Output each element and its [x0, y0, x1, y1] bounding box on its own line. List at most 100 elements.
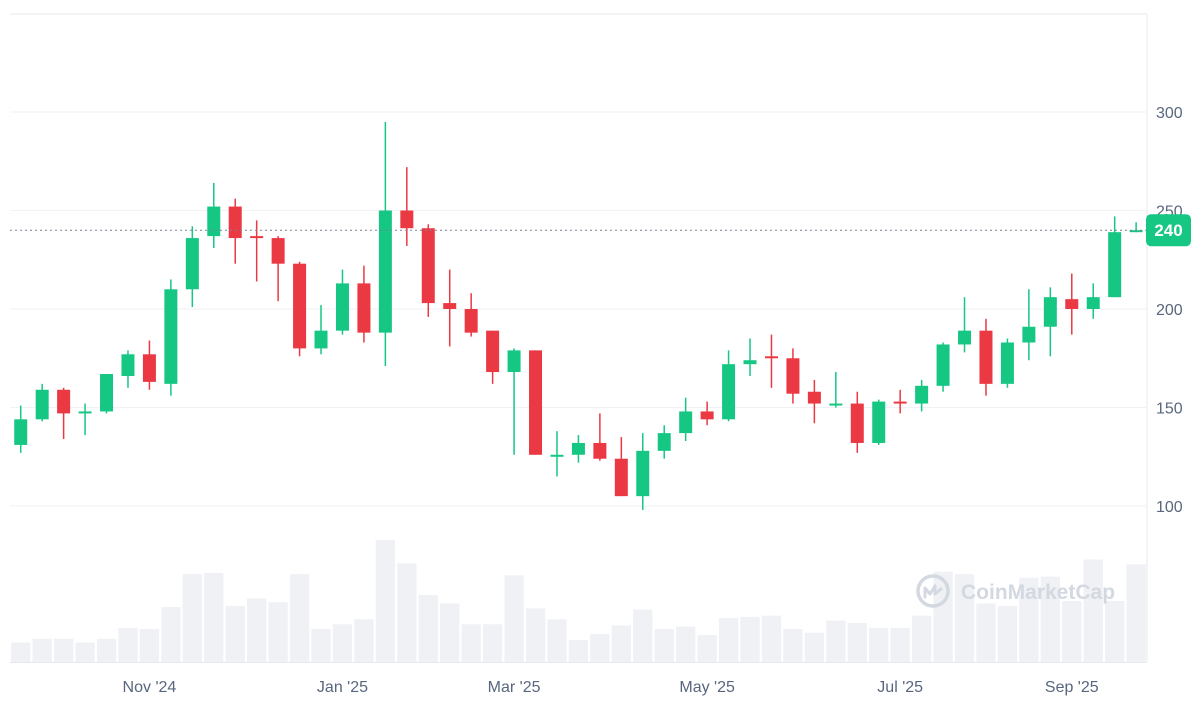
- volume-bar: [1040, 576, 1060, 662]
- current-price-marker: 240: [10, 214, 1191, 247]
- candle-body: [228, 206, 242, 239]
- candlestick: [979, 318, 993, 396]
- candlestick: [829, 372, 843, 408]
- candle-body: [700, 411, 714, 420]
- candle-body: [400, 210, 414, 229]
- candle-body: [293, 263, 307, 349]
- candle-body: [807, 391, 821, 404]
- candle-body: [1000, 342, 1014, 384]
- x-tick-label: Sep '25: [1045, 679, 1099, 696]
- candle-body: [14, 419, 28, 445]
- volume-bar: [783, 629, 803, 662]
- candlestick: [657, 425, 671, 459]
- candlestick: [293, 261, 307, 357]
- candlestick: [378, 121, 392, 367]
- x-tick-label: Jan '25: [317, 679, 368, 696]
- candlestick: [486, 330, 500, 384]
- current-price-badge: [1146, 214, 1191, 247]
- candlestick: [78, 403, 92, 436]
- candlestick: [228, 198, 242, 264]
- candlestick: [614, 437, 628, 497]
- volume-bar: [676, 626, 696, 662]
- coinmarketcap-logo-icon: [916, 574, 950, 608]
- candlestick: [1000, 338, 1014, 388]
- y-tick-label: 100: [1156, 499, 1183, 516]
- candlesticks: [14, 121, 1143, 510]
- volume-bar: [11, 642, 31, 662]
- candlestick: [57, 387, 71, 440]
- x-tick-label: Jul '25: [877, 679, 923, 696]
- volume-bar: [225, 605, 245, 662]
- volume-bar: [654, 629, 674, 662]
- volume-bar: [1105, 601, 1125, 662]
- candle-body: [893, 401, 907, 404]
- volume-bar: [32, 638, 52, 662]
- candle-body: [1086, 297, 1100, 309]
- candlestick: [142, 340, 156, 390]
- candlestick: [357, 265, 371, 343]
- candle-body: [829, 403, 843, 406]
- candlestick: [443, 269, 457, 347]
- watermark: CoinMarketCap: [916, 574, 1115, 608]
- candle-body: [1108, 232, 1122, 298]
- volume-bar: [289, 574, 310, 662]
- volume-bar: [1062, 601, 1082, 662]
- volume-bar: [332, 624, 353, 662]
- candle-body: [142, 354, 156, 382]
- candlestick: [872, 399, 886, 445]
- volume-bar: [847, 622, 867, 662]
- candlestick: [807, 379, 821, 424]
- x-tick-label: May '25: [679, 679, 735, 696]
- candle-body: [850, 403, 864, 443]
- candle-body: [35, 389, 49, 420]
- candlestick: [121, 350, 135, 388]
- candlestick: [571, 435, 585, 463]
- volume-bar: [933, 571, 953, 662]
- candlestick: [507, 348, 521, 455]
- candle-body: [443, 303, 457, 309]
- candlestick: [421, 224, 435, 317]
- volume-bar: [268, 602, 288, 662]
- candlestick: [593, 413, 607, 461]
- candlestick: [464, 293, 478, 337]
- candlestick: [958, 297, 972, 353]
- candlestick: [314, 305, 328, 355]
- candlestick: [722, 350, 736, 422]
- candle-body: [486, 330, 500, 373]
- volume-bar: [1083, 559, 1103, 662]
- volume-bar: [118, 627, 138, 662]
- volume-bar: [53, 638, 74, 662]
- candle-body: [271, 238, 285, 264]
- volume-bar: [418, 594, 438, 662]
- candlestick: [1086, 283, 1100, 319]
- candlestick: [1043, 287, 1057, 357]
- candle-body: [958, 330, 972, 345]
- volume-bar: [547, 619, 567, 662]
- volume-bar: [826, 620, 846, 662]
- volume-bar: [440, 603, 460, 662]
- candle-body: [207, 206, 221, 237]
- volume-bars: [11, 540, 1146, 662]
- x-tick-label: Mar '25: [488, 679, 541, 696]
- volume-bar: [976, 603, 996, 662]
- candlestick: [850, 391, 864, 453]
- volume-bar: [911, 615, 932, 662]
- volume-bar: [182, 574, 202, 662]
- y-tick-label: 200: [1156, 302, 1183, 319]
- candlestick: [1108, 216, 1122, 298]
- volume-bar: [718, 618, 739, 662]
- candlestick: [550, 431, 564, 477]
- candle-body: [764, 356, 778, 359]
- candlestick: [164, 279, 178, 396]
- candlestick: [271, 236, 285, 302]
- volume-bar: [461, 624, 481, 662]
- candle-body: [722, 364, 736, 420]
- candle-body: [1022, 326, 1036, 343]
- candlestick: [207, 182, 221, 248]
- candlestick: [250, 220, 264, 282]
- candle-body: [529, 350, 543, 455]
- volume-bar: [740, 616, 760, 662]
- volume-bar: [954, 574, 975, 662]
- candlestick: [1129, 222, 1143, 233]
